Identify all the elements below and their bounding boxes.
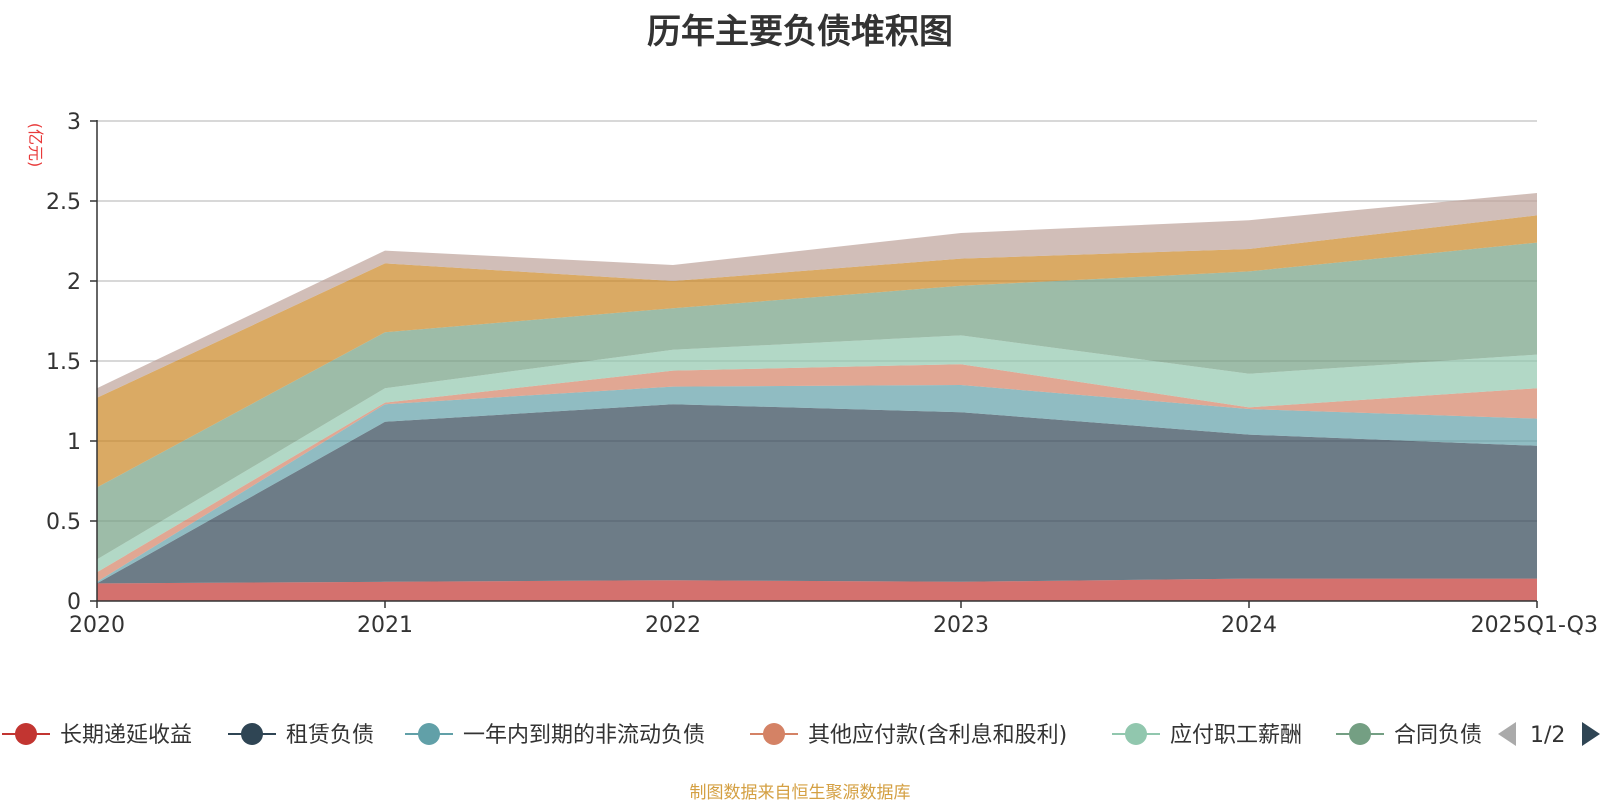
legend-label: 长期递延收益 (60, 723, 192, 748)
y-tick-label: 0 (67, 590, 81, 615)
legend-item[interactable]: 租赁负债 (228, 723, 374, 748)
x-tick-label: 2020 (69, 613, 125, 638)
y-tick-label: 2.5 (46, 190, 81, 215)
legend-marker-icon (418, 723, 440, 745)
area-layer (97, 193, 1537, 601)
legend: 长期递延收益 租赁负债 一年内到期的非流动负债 其他应付款(含利息和股利) 应付职工薪酬… (2, 714, 1600, 754)
y-tick-label: 2 (67, 270, 81, 295)
y-tick-label: 0.5 (46, 510, 81, 535)
x-tick-label: 2021 (357, 613, 413, 638)
area-series-6 (97, 215, 1537, 488)
legend-item[interactable]: 应付职工薪酬 (1112, 723, 1302, 748)
legend-prev-page-icon[interactable] (1498, 722, 1516, 746)
x-tick-label: 2025Q1-Q3 (1471, 613, 1598, 638)
y-tick-label: 3 (67, 110, 81, 135)
y-tick-label: 1.5 (46, 350, 81, 375)
area-series-5 (97, 242, 1537, 560)
area-series-7 (97, 193, 1537, 398)
legend-page-indicator: 1/2 (1530, 723, 1565, 748)
legend-label: 租赁负债 (286, 723, 374, 748)
legend-item[interactable]: 长期递延收益 (2, 723, 192, 748)
legend-item[interactable]: 合同负债 (1336, 723, 1482, 748)
legend-marker-icon (241, 723, 263, 745)
area-series-4 (97, 335, 1537, 573)
footer-source: 制图数据来自恒生聚源数据库 (689, 783, 911, 803)
legend-next-page-icon[interactable] (1582, 722, 1600, 746)
area-series-0 (97, 578, 1537, 601)
legend-item[interactable]: 一年内到期的非流动负债 (405, 723, 705, 748)
legend-label: 其他应付款(含利息和股利) (808, 723, 1067, 748)
legend-marker-icon (763, 723, 785, 745)
legend-marker-icon (1125, 723, 1147, 745)
legend-label: 应付职工薪酬 (1170, 723, 1302, 748)
chart-svg: 0 0.5 1 1.5 2 2.5 3 2020 2021 2022 2023 2024 2025Q1-… (2, 110, 1600, 754)
legend-label: 一年内到期的非流动负债 (463, 723, 705, 748)
axis-layer: 0 0.5 1 1.5 2 2.5 3 2020 2021 2022 2023 2024 2025Q1-… (46, 110, 1598, 638)
legend-label: 合同负债 (1394, 723, 1482, 748)
x-tick-label: 2023 (933, 613, 989, 638)
legend-item[interactable]: 其他应付款(含利息和股利) (750, 723, 1067, 748)
legend-marker-icon (15, 723, 37, 745)
x-tick-label: 2022 (645, 613, 701, 638)
y-axis-unit-label: (亿元) (26, 123, 45, 168)
y-tick-label: 1 (67, 430, 81, 455)
area-series-1 (97, 404, 1537, 584)
chart-title: 历年主要负债堆积图 (647, 12, 953, 52)
legend-marker-icon (1349, 723, 1371, 745)
x-tick-label: 2024 (1221, 613, 1277, 638)
